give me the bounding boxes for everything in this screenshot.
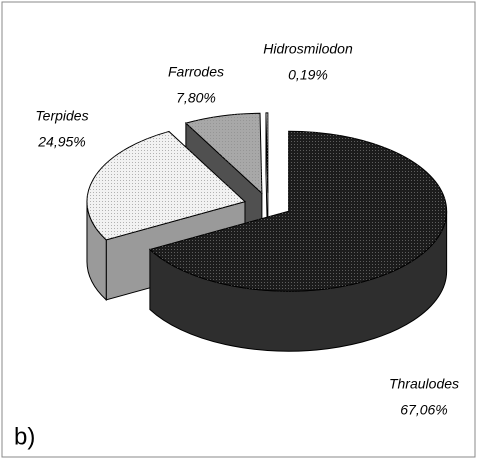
slice-value-label: 0,19% [288, 67, 328, 83]
slice-label: Farrodes [168, 64, 224, 80]
slice-value-label: 24,95% [37, 134, 85, 150]
slice-label: Hidrosmilodon [263, 41, 353, 57]
slice-texture [149, 131, 447, 292]
panel-label: b) [14, 423, 35, 450]
slice-value-label: 7,80% [176, 90, 216, 106]
slice-texture [265, 112, 268, 193]
slice-value-label: 67,06% [400, 402, 447, 418]
slice-texture [185, 113, 262, 194]
slice-texture [86, 131, 245, 240]
slice-label: Terpides [35, 108, 88, 124]
slice-label: Thraulodes [389, 376, 459, 392]
